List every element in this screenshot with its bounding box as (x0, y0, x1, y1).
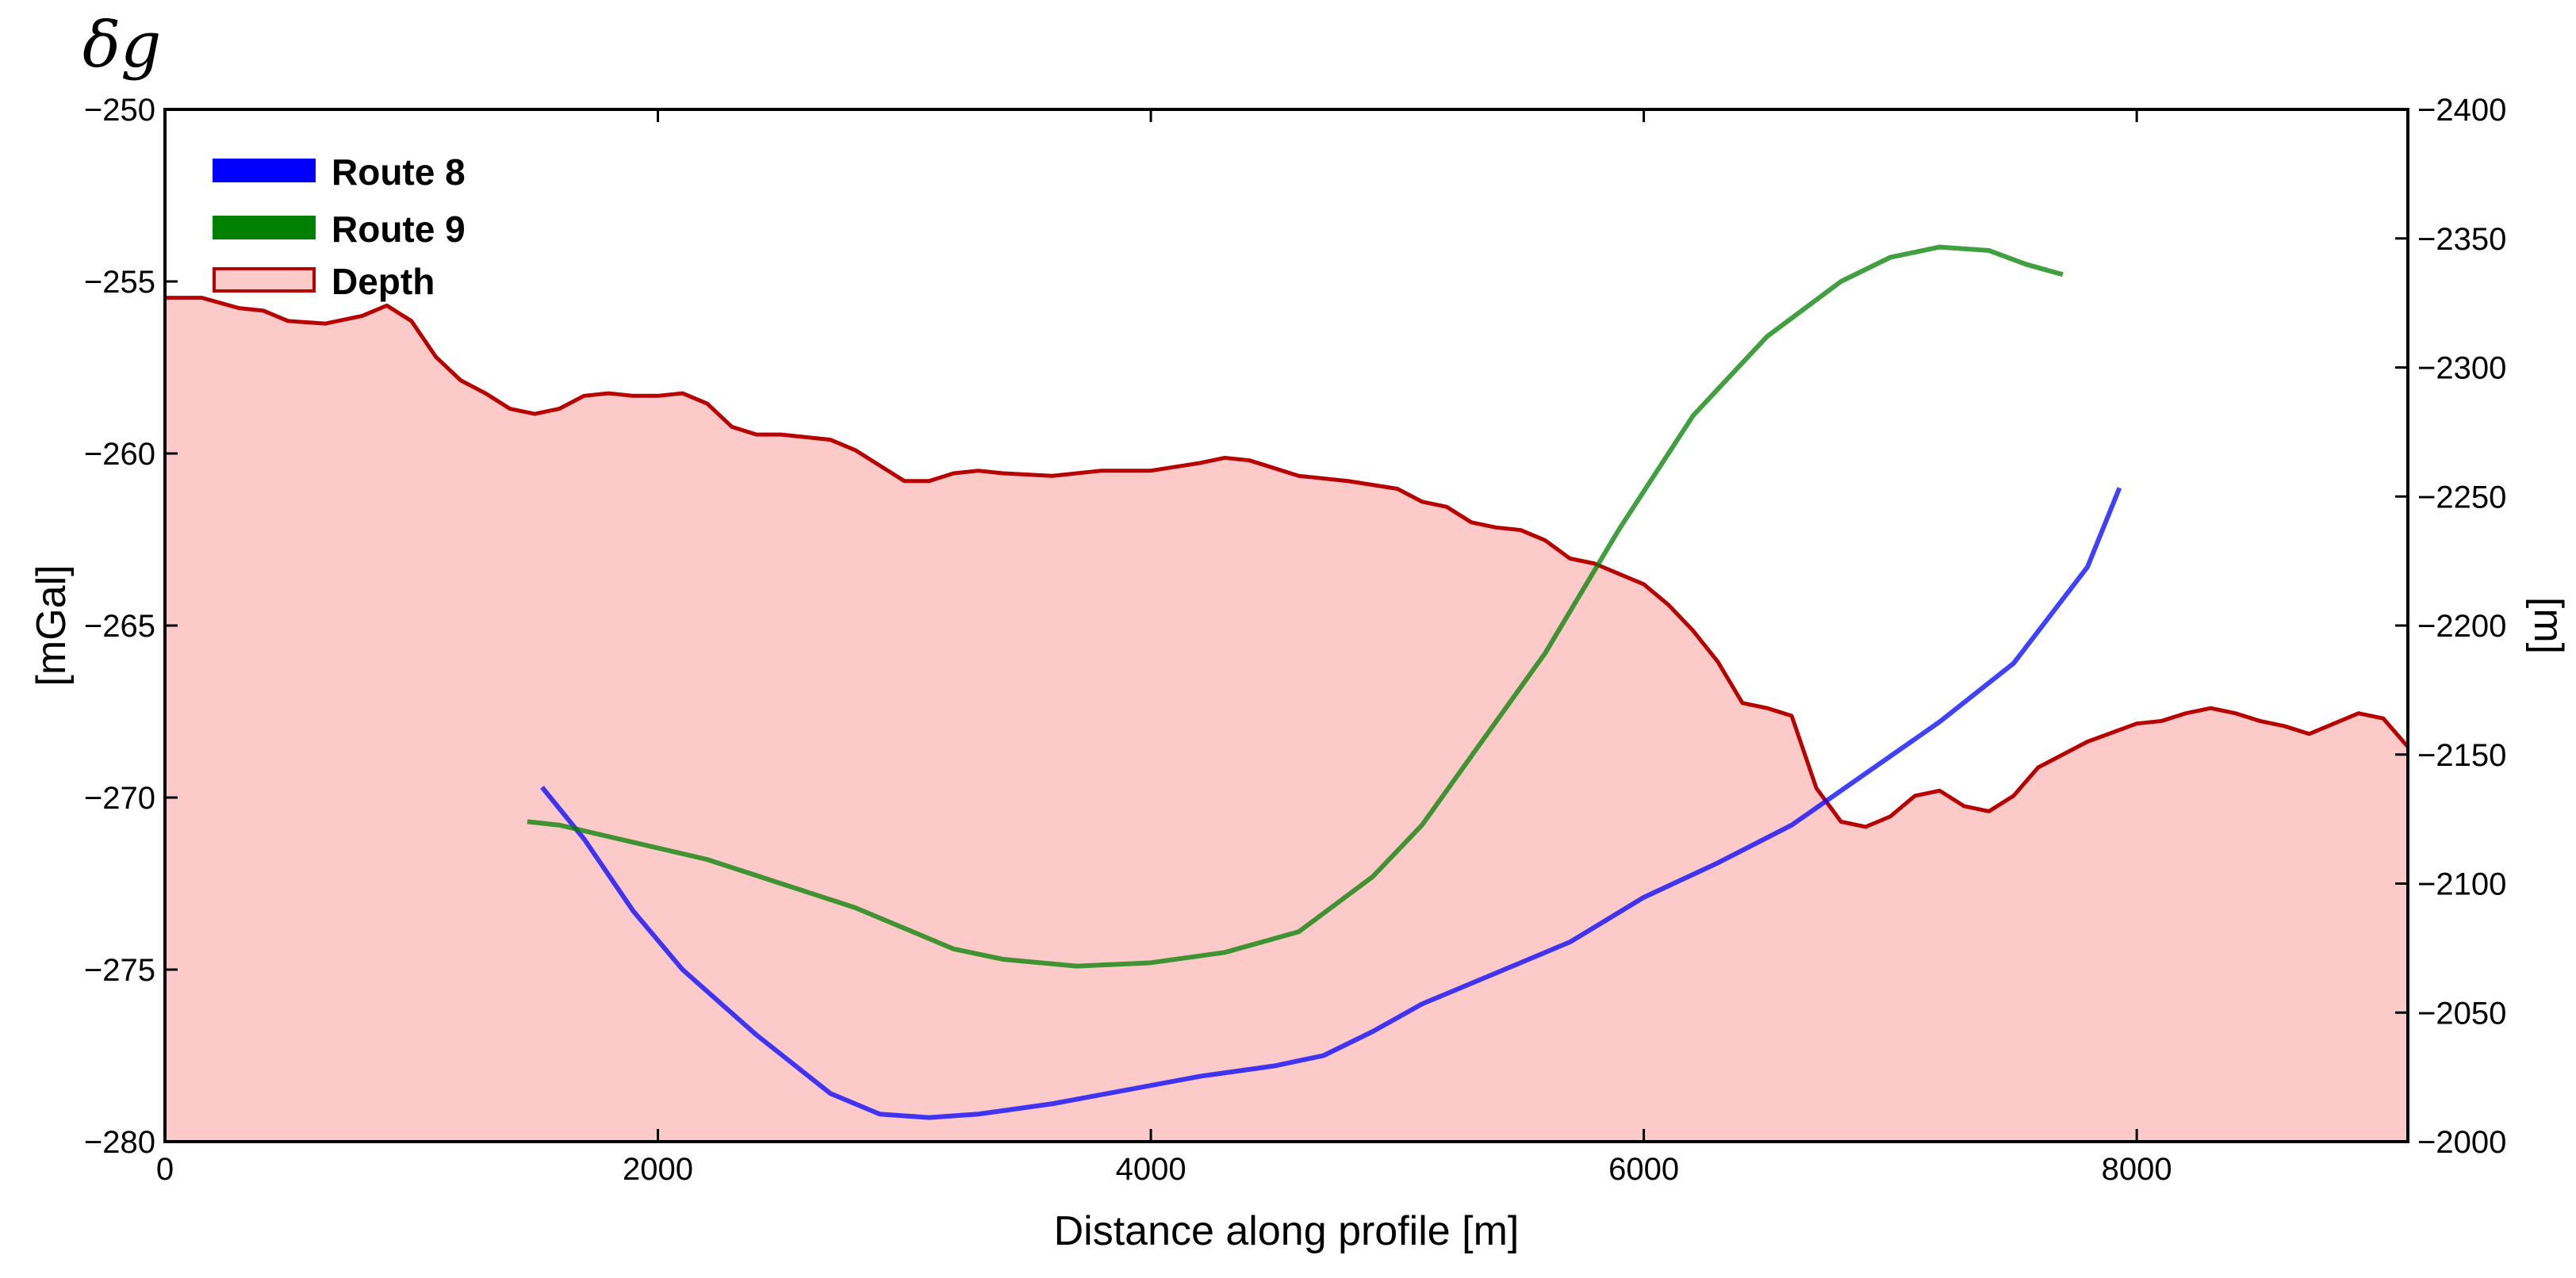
y-tick-label-right: −2300 (2417, 351, 2506, 386)
series-line-route-8 (540, 487, 2122, 1120)
y-tick-label-right: −2050 (2417, 996, 2506, 1031)
x-tick-label: 0 (156, 1152, 174, 1187)
depth-area-fill (165, 297, 2408, 1142)
y-tick-label-right: −2350 (2417, 222, 2506, 257)
legend-label-route-9: Route 9 (332, 209, 466, 250)
legend-swatch-route-8 (213, 159, 316, 182)
depth-area-edge (165, 296, 2409, 829)
y-tick-label-left: −250 (84, 93, 155, 128)
series-line-route-9 (527, 244, 2064, 969)
legend-label-depth: Depth (332, 261, 435, 302)
series-layer (527, 244, 2122, 1120)
legend-swatch-depth (213, 267, 316, 293)
y-tick-label-right: −2000 (2417, 1125, 2506, 1160)
x-axis-title: Distance along profile [m] (1054, 1208, 1520, 1254)
y-tick-label-right: −2400 (2417, 93, 2506, 128)
y-tick-label-left: −260 (84, 437, 155, 472)
y-tick-label-right: −2100 (2417, 867, 2506, 902)
y-tick-label-left: −265 (84, 609, 155, 644)
depth-area-layer (165, 296, 2409, 1142)
y-tick-label-left: −255 (84, 265, 155, 300)
y-tick-label-right: −2200 (2417, 609, 2506, 644)
y-axis-title-left: [mGal] (29, 564, 75, 686)
tick-layer: 0 2000 4000 6000 8000 −250 −255 −260 −265 −270 −27… (84, 93, 2506, 1187)
y-tick-label-right: −2250 (2417, 480, 2506, 515)
x-tick-label: 6000 (1608, 1152, 1679, 1187)
y-tick-label-left: −275 (84, 953, 155, 988)
x-tick-label: 4000 (1116, 1152, 1186, 1187)
x-tick-label: 2000 (623, 1152, 693, 1187)
y-axis-title-right: [m] (2525, 597, 2571, 654)
x-tick-label: 8000 (2102, 1152, 2172, 1187)
legend-label-route-8: Route 8 (332, 151, 466, 193)
y-tick-label-left: −280 (84, 1125, 155, 1160)
y-tick-label-left: −270 (84, 781, 155, 816)
y-tick-label-right: −2150 (2417, 738, 2506, 773)
chart-title: δg (82, 8, 161, 82)
legend: Route 8 Route 9 Depth (213, 151, 466, 302)
legend-swatch-route-9 (213, 216, 316, 239)
